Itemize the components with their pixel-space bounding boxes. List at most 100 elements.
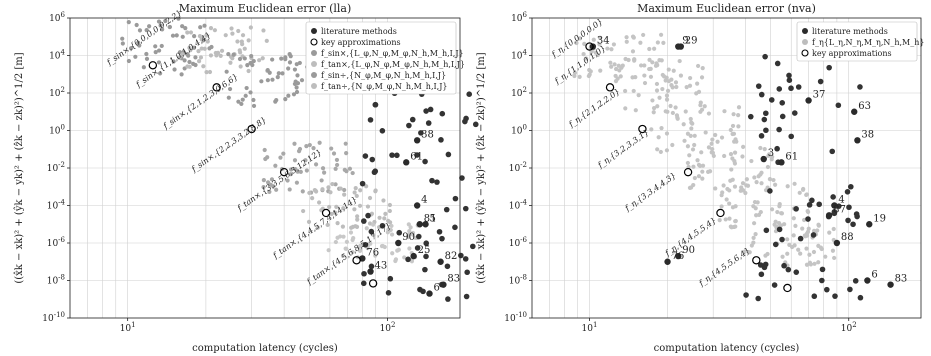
approximation-point [280, 71, 285, 76]
literature-point [758, 271, 765, 278]
approximation-point [623, 106, 628, 111]
approximation-point [294, 62, 299, 67]
approximation-point [230, 56, 235, 61]
approximation-point [288, 172, 293, 177]
literature-point [429, 177, 435, 184]
approximation-point [738, 188, 743, 193]
approximation-point [811, 249, 817, 255]
data-label: 61 [785, 151, 798, 162]
approximation-point [326, 248, 331, 253]
approximation-point [688, 116, 693, 122]
literature-point [422, 221, 429, 228]
approximation-point [180, 34, 185, 39]
approximation-point [144, 51, 149, 57]
approximation-point [320, 166, 326, 171]
key-approximation-point [783, 283, 792, 293]
approximation-point [227, 86, 233, 92]
approximation-point [369, 211, 375, 216]
approximation-point [382, 216, 387, 221]
approximation-point [685, 131, 691, 136]
approximation-point [695, 81, 700, 86]
approximation-point [281, 151, 286, 156]
approximation-point [295, 73, 300, 78]
approximation-point [732, 150, 738, 155]
approximation-point [320, 187, 325, 192]
approximation-point [357, 203, 363, 208]
legend-label: literature methods [321, 27, 397, 36]
y-tick-label: 100 [49, 124, 65, 137]
approximation-point [730, 131, 735, 137]
approximation-point [759, 181, 764, 186]
approximation-point [251, 97, 256, 103]
approximation-point [730, 123, 736, 129]
approximation-point [648, 74, 654, 79]
data-label: 6 [871, 270, 877, 281]
approximation-point [670, 142, 675, 148]
approximation-point [703, 130, 708, 135]
approximation-point [274, 187, 279, 192]
approximation-point [316, 200, 322, 205]
approximation-point [827, 230, 832, 235]
approximation-point [317, 140, 322, 145]
approximation-point [358, 188, 363, 193]
approximation-point [631, 88, 636, 94]
approximation-point [660, 86, 665, 92]
approximation-point [769, 157, 774, 162]
approximation-point [744, 177, 749, 182]
legend-label: f_tan÷,{N_φ,M_φ,N_h,M_h,I,J} [321, 82, 448, 91]
plot-panel-1: 91167325764390255826833861481f_sin×,{0,0… [14, 2, 479, 354]
legend-marker [802, 28, 808, 34]
approximation-point [740, 181, 746, 186]
approximation-point [201, 64, 206, 69]
approximation-point [577, 74, 582, 79]
literature-point [361, 270, 367, 277]
approximation-point [294, 89, 300, 95]
approximation-point [744, 183, 749, 188]
approximation-point [700, 169, 705, 174]
literature-point [776, 86, 783, 92]
approximation-point [775, 209, 780, 215]
approximation-point [133, 54, 138, 59]
literature-point [405, 256, 411, 263]
data-label: 5 [430, 213, 436, 224]
approximation-point [209, 44, 214, 50]
approximation-point [649, 127, 654, 132]
approximation-point [618, 74, 623, 79]
legend-label: f_tan×,{L_φ,N_φ,M_φ,N_h,M_h,I,J} [321, 60, 465, 69]
approximation-point [808, 262, 813, 267]
approximation-point [335, 220, 340, 226]
approximation-point [804, 262, 810, 267]
literature-point [452, 195, 459, 202]
approximation-point [598, 68, 603, 73]
approximation-point [259, 79, 264, 84]
approximation-point [574, 40, 579, 46]
approximation-point [153, 44, 158, 49]
approximation-point [172, 67, 177, 72]
approximation-point [167, 24, 173, 30]
approximation-point [754, 179, 759, 185]
approximation-point [608, 60, 613, 65]
approximation-point [641, 32, 646, 38]
approximation-point [613, 78, 619, 84]
literature-point [675, 43, 682, 50]
approximation-point [230, 31, 235, 36]
approximation-point [350, 250, 355, 255]
approximation-point [650, 60, 655, 65]
approximation-point [292, 81, 298, 87]
approximation-point [651, 110, 656, 115]
approximation-point [267, 189, 272, 194]
approximation-point [260, 56, 265, 61]
approximation-point [690, 147, 696, 152]
literature-point [423, 240, 430, 247]
approximation-point [390, 251, 395, 256]
approximation-point [652, 46, 657, 51]
approximation-point [187, 64, 192, 69]
data-label: 90 [682, 245, 695, 256]
approximation-point [180, 24, 185, 29]
approximation-point [765, 164, 771, 170]
literature-point [776, 226, 783, 233]
literature-point [414, 152, 420, 158]
literature-point [416, 233, 422, 240]
approximation-point [243, 93, 248, 98]
data-label: 76 [366, 247, 379, 258]
